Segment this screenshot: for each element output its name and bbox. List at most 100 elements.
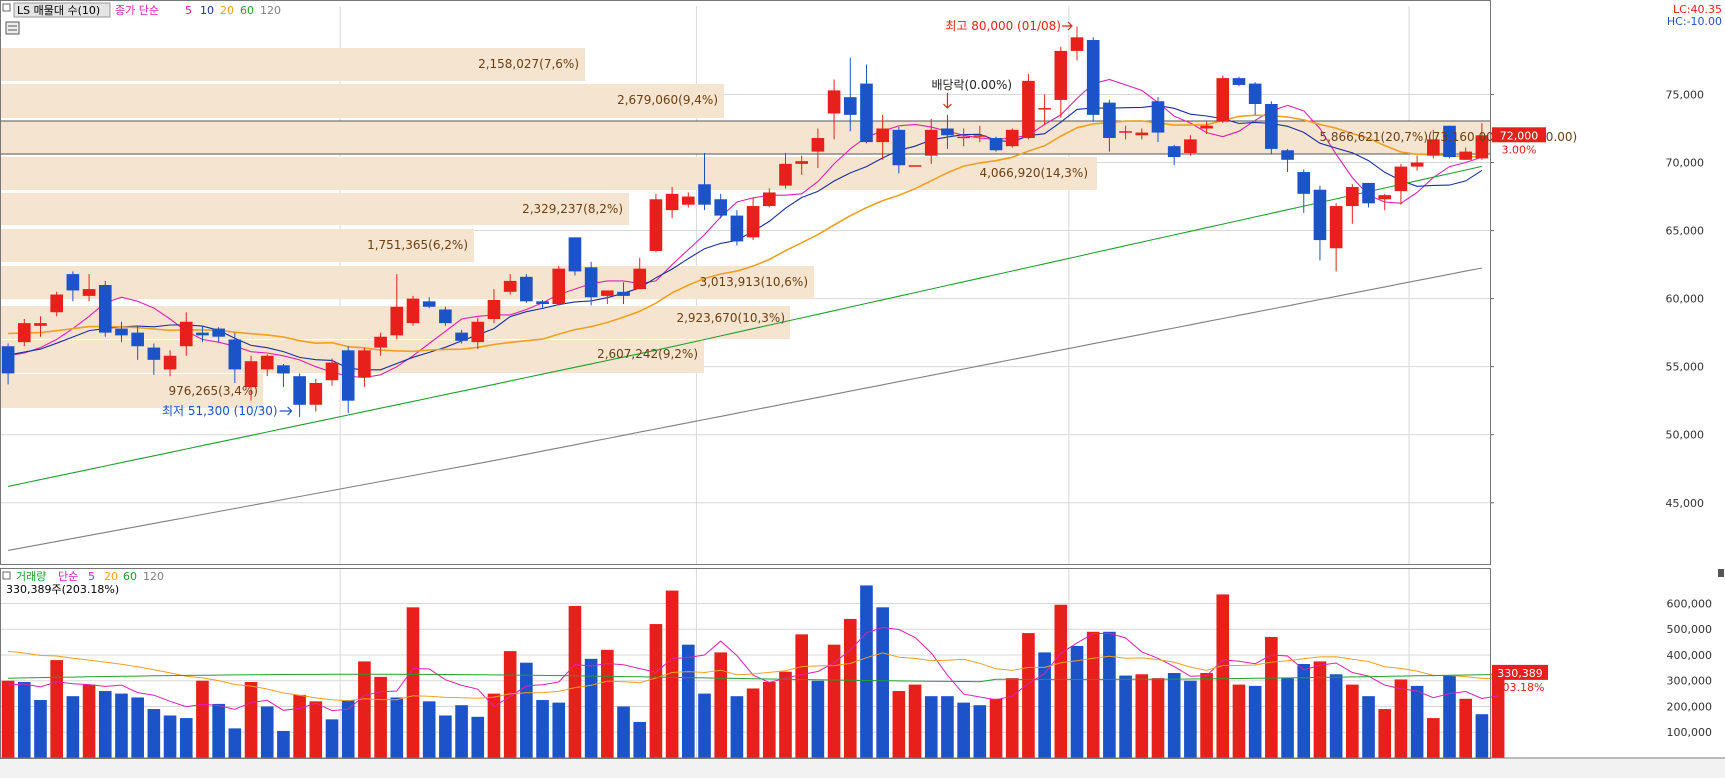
band-label: 2,158,027(7,6%): [478, 57, 579, 71]
x-axis-strip: [0, 759, 1725, 778]
volume-ma5-line: [8, 626, 1499, 712]
candle-up: [374, 336, 387, 348]
candle-down: [1313, 189, 1327, 241]
volume-bar-up: [827, 644, 841, 758]
volume-tick-label: 500,000: [1667, 623, 1713, 636]
ma-legend-5: 5: [185, 4, 192, 17]
current-volume-tag: [1492, 664, 1548, 680]
volume-bar-up: [1005, 678, 1019, 758]
candle-up: [1410, 162, 1424, 167]
volume-tick-label: 100,000: [1667, 726, 1713, 739]
volume-bar-up: [568, 606, 582, 758]
candle-down: [1281, 150, 1294, 160]
price-panel-frame: [0, 0, 1491, 565]
indicator-title: LS 매물대 수(10): [17, 4, 100, 17]
annotations: 976,265(3,4%) 2,607,242(9,2%) 2,923,670(10…: [162, 19, 1577, 694]
volume-bar-down: [1119, 675, 1132, 758]
band-label: 2,923,670(10,3%): [676, 311, 785, 325]
volume-bar-down: [325, 719, 339, 758]
candle-up: [665, 193, 679, 211]
volume-profile-band: [1, 121, 1491, 154]
panel-menu-icon[interactable]: [2, 3, 11, 12]
volume-bar-up: [892, 691, 906, 758]
volume-bar-up: [1, 680, 15, 758]
candle-down: [989, 138, 1003, 151]
candle-up: [1459, 151, 1473, 160]
volume-bar-up: [1394, 679, 1408, 758]
volume-bar-down: [1038, 652, 1051, 758]
candle-up: [973, 135, 987, 137]
current-price-value: 72,000: [1500, 129, 1539, 142]
candle-down: [115, 328, 128, 336]
volume-bar-down: [163, 715, 177, 758]
candle-up: [876, 128, 889, 143]
ma-legend-prefix: 종가 단순: [115, 4, 159, 17]
volume-profile-band: [1, 48, 585, 81]
volume-bar-up: [1232, 684, 1246, 758]
volume-bar-down: [860, 585, 873, 758]
hc-readout: HC:-10.00: [1667, 15, 1722, 28]
candle-down: [568, 237, 582, 272]
candle-down: [584, 267, 598, 298]
candle-up: [487, 299, 501, 320]
candle-up: [309, 382, 323, 405]
volume-ma20-line: [8, 650, 1499, 702]
candle-down: [860, 83, 873, 143]
volume-panel-menu-icon[interactable]: [2, 571, 11, 580]
volume-bar-down: [1443, 675, 1456, 758]
band-label: 976,265(3,4%): [169, 384, 258, 398]
candle-up: [1216, 78, 1230, 122]
ma60-line: [7, 165, 1483, 487]
volume-bar-down: [98, 691, 112, 758]
price-tick-label: 55,000: [1666, 361, 1705, 374]
candle-down: [730, 215, 744, 242]
candle-up: [1200, 125, 1213, 129]
candle-up: [471, 321, 485, 343]
volume-profile-band: [1, 229, 474, 262]
candle-up: [1070, 37, 1084, 51]
candle-down: [941, 128, 954, 136]
candle-up: [50, 294, 64, 313]
volume-bar-down: [34, 700, 47, 758]
volume-bar-down: [1248, 685, 1262, 758]
price-tick-label: 65,000: [1666, 225, 1705, 238]
current-price-tag: [1492, 127, 1546, 143]
volume-bar-down: [228, 728, 242, 758]
candle-up: [762, 192, 776, 207]
volume-bar-down: [471, 716, 485, 758]
candle-up: [163, 355, 177, 370]
volume-profile-band: [1, 374, 263, 408]
volume-bar-down: [277, 730, 290, 758]
volume-bar-down: [212, 703, 225, 758]
volume-bar-down: [957, 702, 970, 758]
candle-up: [1346, 187, 1359, 207]
volume-bar-up: [1200, 673, 1213, 758]
volume-legend-20: 20: [104, 570, 118, 583]
candle-up: [827, 90, 841, 114]
candle-down: [196, 332, 209, 336]
volume-profile-band: [1, 84, 724, 118]
volume-tick-label: 300,000: [1667, 675, 1713, 688]
high-price-label: 최고 80,000 (01/08): [945, 19, 1061, 33]
candle-down: [1248, 83, 1262, 104]
indicator-title-box[interactable]: [13, 2, 111, 18]
volume-bar-down: [924, 696, 938, 758]
candle-down: [66, 274, 80, 291]
candle-up: [325, 362, 339, 381]
volume-title: 거래량: [16, 570, 46, 583]
volume-bar-down: [617, 706, 630, 758]
volume-bar-up: [358, 661, 371, 758]
grid-toggle-icon[interactable]: [5, 21, 20, 35]
candle-up: [390, 306, 404, 336]
candle-up: [1184, 139, 1197, 153]
band-label: 4,066,920(14,3%): [979, 166, 1088, 180]
candle-down: [1086, 40, 1100, 115]
candle-up: [552, 268, 566, 305]
band-label: 5,866,621(20,7%): [1319, 130, 1428, 144]
candle-down: [1443, 125, 1456, 158]
volume-bar-down: [341, 700, 355, 758]
moving-averages: [7, 78, 1483, 551]
current-change-value: 3.00%: [1502, 143, 1537, 156]
volume-tick-label: 200,000: [1667, 700, 1713, 713]
candle-up: [1378, 195, 1392, 200]
